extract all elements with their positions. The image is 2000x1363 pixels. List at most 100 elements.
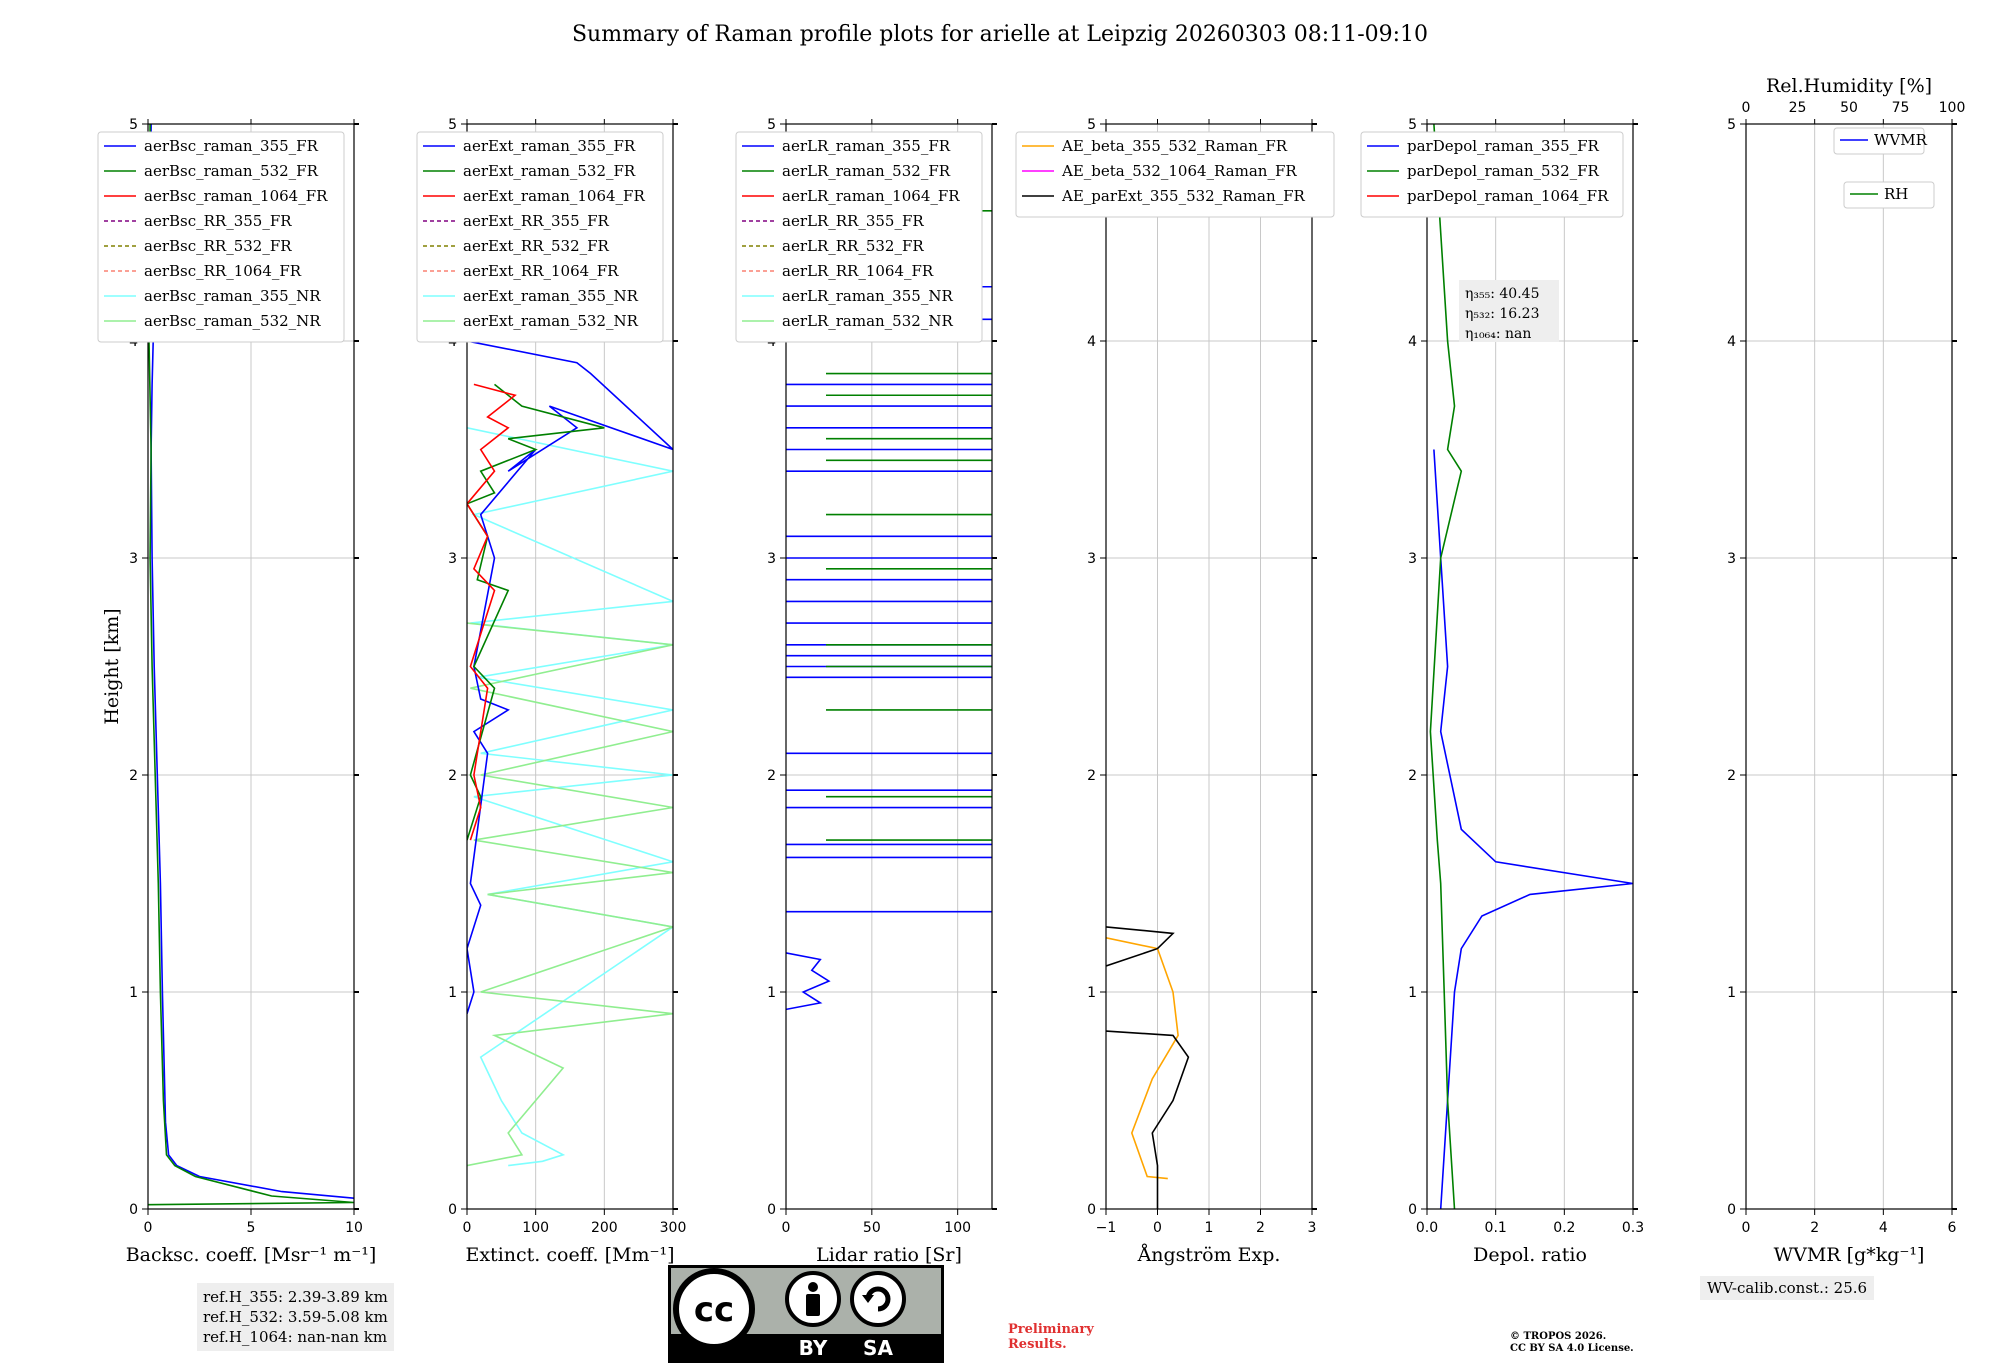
x-axis-label: Depol. ratio <box>1473 1244 1587 1266</box>
y-tick-label: 0 <box>767 1202 776 1218</box>
x-tick-label: 3 <box>1308 1220 1317 1236</box>
y-tick-label: 4 <box>1408 334 1417 350</box>
x-tick-label: 0 <box>144 1220 153 1236</box>
x-tick-label: 5 <box>247 1220 256 1236</box>
eta-box <box>1459 280 1559 342</box>
x-tick-label: 0.1 <box>1485 1220 1507 1236</box>
x-tick-label: 0.2 <box>1553 1220 1575 1236</box>
legend-label: aerExt_raman_355_FR <box>463 137 636 155</box>
y-axis-label: Height [km] <box>101 608 123 724</box>
x-tick-label: 0 <box>1742 1220 1751 1236</box>
legend-label: parDepol_raman_355_FR <box>1407 137 1600 155</box>
cc-icon <box>673 1268 755 1350</box>
y-tick-label: 4 <box>1087 334 1096 350</box>
y-tick-label: 1 <box>448 985 457 1001</box>
top-x-tick-label: 0 <box>1742 100 1751 116</box>
y-tick-label: 3 <box>129 551 138 567</box>
panel-backscatter: 0510012345Backsc. coeff. [Msr⁻¹ m⁻¹]Heig… <box>97 117 376 1266</box>
x-tick-label: 100 <box>944 1220 971 1236</box>
eta-1064-label: η₁₀₆₄: nan <box>1465 326 1531 342</box>
ref-height-532: ref.H_532: 3.59-5.08 km <box>203 1308 388 1326</box>
copyright-line-1: © TROPOS 2026. <box>1510 1331 1607 1342</box>
y-tick-label: 1 <box>1408 985 1417 1001</box>
legend-label: WVMR <box>1874 131 1928 149</box>
y-tick-label: 5 <box>448 117 457 133</box>
cc-by-sa-license-badge: cc BY SA <box>668 1265 944 1363</box>
legend-label: aerLR_raman_1064_FR <box>782 187 960 205</box>
y-tick-label: 4 <box>1727 334 1736 350</box>
axes-frame <box>785 123 993 1210</box>
figure-title: Summary of Raman profile plots for ariel… <box>571 22 1429 47</box>
panel-depol: 0.0 0.1 0.2 0.3 0 1 2 3 4 5 Depol. ratio parDepol_r… <box>1360 117 1644 1266</box>
y-tick-label: 3 <box>448 551 457 567</box>
top-x-tick-label: 25 <box>1789 100 1807 116</box>
y-tick-label: 5 <box>767 117 776 133</box>
legend-box <box>1833 127 1925 155</box>
x-tick-label: 10 <box>345 1220 363 1236</box>
x-tick-label: −1 <box>1096 1220 1117 1236</box>
axes-frame <box>466 123 674 1210</box>
y-tick-label: 1 <box>1727 985 1736 1001</box>
panel-extinction: 0100200300012345Extinct. coeff. [Mm⁻¹]ae… <box>416 117 686 1266</box>
x-axis-label: Ångström Exp. <box>1137 1244 1281 1266</box>
x-tick-label: 50 <box>863 1220 881 1236</box>
top-x-tick-label: 50 <box>1840 100 1858 116</box>
eta-355-label: η₃₅₅: 40.45 <box>1465 286 1539 302</box>
top-x-tick-label: 75 <box>1892 100 1910 116</box>
plot-area <box>148 124 354 1206</box>
legend-label: aerBsc_raman_532_NR <box>144 312 321 330</box>
series-aerExt_raman_355_FR <box>467 340 673 1014</box>
y-tick-label: 5 <box>129 117 138 133</box>
x-tick-label: 0.3 <box>1622 1220 1644 1236</box>
legend-label: aerLR_RR_532_FR <box>782 237 924 255</box>
legend-label: aerBsc_raman_355_NR <box>144 287 321 305</box>
cc-icon-letters: cc <box>694 1290 734 1330</box>
y-tick-label: 3 <box>1408 551 1417 567</box>
series-parDepol_raman_355_FR <box>1433 449 1633 1209</box>
y-tick-label: 1 <box>767 985 776 1001</box>
legend-box <box>416 131 664 343</box>
top-x-axis-label: Rel.Humidity [%] <box>1766 75 1932 97</box>
series-aerBsc_raman_355_FR <box>149 124 354 1199</box>
legend-label: aerExt_RR_355_FR <box>463 212 610 230</box>
copyright-line-2: CC BY SA 4.0 License. <box>1510 1343 1634 1354</box>
plot-area <box>1429 124 1633 1209</box>
series-aerExt_raman_355_NR <box>467 427 673 1167</box>
series-aerLR_raman_355_FR <box>786 952 831 1011</box>
legend-box <box>1843 181 1935 209</box>
x-tick-label: 4 <box>1879 1220 1888 1236</box>
x-tick-label: 0.0 <box>1416 1220 1438 1236</box>
legend-box <box>735 131 983 343</box>
legend-label: aerExt_raman_1064_FR <box>463 187 645 205</box>
legend-label: parDepol_raman_532_FR <box>1407 162 1600 180</box>
series-aerExt_raman_532_NR <box>467 622 673 1167</box>
x-tick-label: 0 <box>463 1220 472 1236</box>
legend-label: aerExt_raman_532_FR <box>463 162 636 180</box>
y-tick-label: 5 <box>1727 117 1736 133</box>
attribution-body <box>806 1294 820 1316</box>
attribution-head <box>808 1282 818 1292</box>
x-tick-label: 0 <box>782 1220 791 1236</box>
y-tick-label: 3 <box>1727 551 1736 567</box>
ref-height-355: ref.H_355: 2.39-3.89 km <box>203 1288 388 1306</box>
y-tick-label: 0 <box>1408 1202 1417 1218</box>
y-tick-label: 1 <box>1087 985 1096 1001</box>
legend-label: aerLR_raman_532_NR <box>782 312 953 330</box>
legend-label: aerLR_raman_355_NR <box>782 287 953 305</box>
y-tick-label: 2 <box>129 768 138 784</box>
wv-calibration-box: WV-calib.const.: 25.6 <box>1700 1276 1875 1300</box>
series-aerBsc_raman_532_FR <box>148 124 354 1206</box>
share-alike-icon <box>850 1271 906 1327</box>
plot-area <box>467 340 673 1167</box>
legend-label: AE_beta_532_1064_Raman_FR <box>1061 162 1297 180</box>
series-AE_parExt_355_532_Raman_FR <box>1106 1030 1190 1209</box>
axes-frame <box>1426 123 1634 1210</box>
x-axis-label: WVMR [g*kg⁻¹] <box>1774 1244 1925 1266</box>
legend-box <box>1360 131 1624 218</box>
series-parDepol_raman_532_FR <box>1429 124 1463 1209</box>
eta-532-label: η₅₃₂: 16.23 <box>1465 306 1539 322</box>
legend-label: aerLR_raman_355_FR <box>782 137 951 155</box>
series-AE_parExt_355_532_Raman_FR_b <box>1106 926 1175 967</box>
